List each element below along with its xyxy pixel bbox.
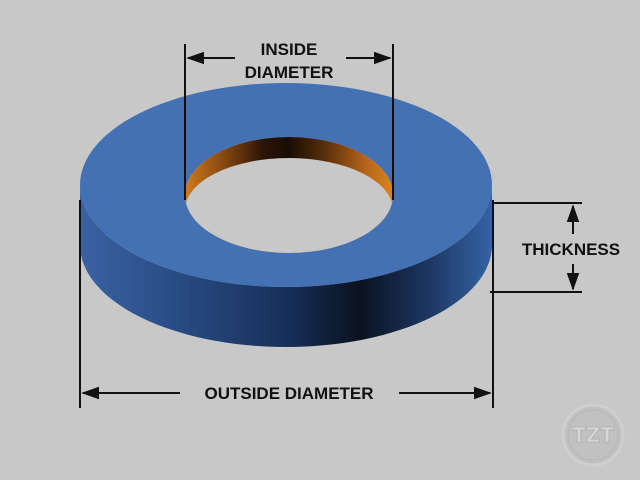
outside-diameter-dimension [79, 200, 494, 408]
tzt-watermark-logo: TZT [561, 403, 625, 467]
outside-diameter-label: OUTSIDE DIAMETER [204, 384, 373, 403]
inside-diameter-label-line2: DIAMETER [245, 63, 334, 82]
watermark-text: TZT [572, 423, 614, 447]
inside-diameter-dimension [184, 44, 394, 200]
inside-diameter-label-line1: INSIDE [261, 40, 318, 59]
thickness-dimension [490, 202, 582, 293]
ring-side-wall [80, 185, 492, 347]
bore-background [185, 158, 393, 253]
thickness-label: THICKNESS [522, 240, 620, 259]
bore-opening [185, 137, 393, 253]
